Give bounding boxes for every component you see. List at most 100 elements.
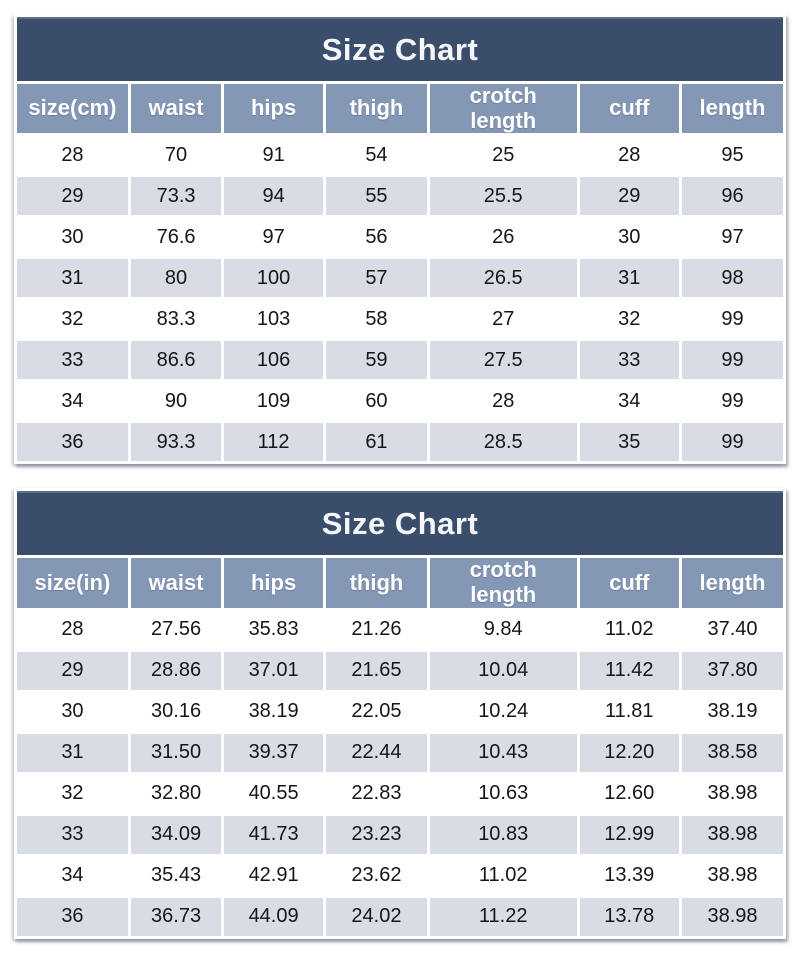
table-cell: 91 (224, 136, 323, 175)
table-cell: 38.19 (224, 692, 323, 731)
table-cell: 11.22 (429, 897, 577, 936)
table-cell: 31.50 (130, 733, 222, 772)
table-cell: 99 (681, 300, 783, 339)
table-cell: 10.24 (429, 692, 577, 731)
table-title: Size Chart (17, 491, 783, 556)
table-cell: 59 (325, 341, 427, 380)
table-cell: 97 (681, 218, 783, 257)
size-chart-table-cm: Size Chart size(cm) waist hips thigh crotch l… (14, 14, 786, 465)
column-header-length: length (681, 84, 783, 134)
table-cell: 38.98 (681, 815, 783, 854)
table-cell: 21.65 (325, 651, 427, 690)
row-size-value: 30 (17, 692, 128, 731)
table-cell: 28 (429, 382, 577, 421)
table-cell: 40.55 (224, 774, 323, 813)
row-size-value: 30 (17, 218, 128, 257)
table-cell: 23.23 (325, 815, 427, 854)
table-cell: 99 (681, 382, 783, 421)
table-cell: 12.20 (579, 733, 679, 772)
table-cell: 56 (325, 218, 427, 257)
table-cell: 32 (579, 300, 679, 339)
row-size-value: 36 (17, 897, 128, 936)
table-cell: 23.62 (325, 856, 427, 895)
table-cell: 109 (224, 382, 323, 421)
column-header-crotch-length: crotch length (429, 557, 577, 608)
size-table: Size Chart size(cm) waist hips thigh crotch l… (14, 14, 786, 465)
size-chart-table-in: Size Chart size(in) waist hips thigh crotch l… (14, 488, 786, 939)
table-title: Size Chart (17, 17, 783, 81)
table-cell: 10.83 (429, 815, 577, 854)
table-cell: 98 (681, 259, 783, 298)
table-cell: 9.84 (429, 610, 577, 649)
table-cell: 38.19 (681, 692, 783, 731)
table-cell: 35.43 (130, 856, 222, 895)
table-cell: 41.73 (224, 815, 323, 854)
table-cell: 86.6 (130, 341, 222, 380)
table-row: 31 31.50 39.37 22.44 10.43 12.20 38.58 (17, 733, 783, 772)
table-cell: 94 (224, 177, 323, 216)
table-cell: 22.83 (325, 774, 427, 813)
column-header-thigh: thigh (325, 558, 427, 608)
table-cell: 27.5 (429, 341, 577, 380)
table-cell: 38.98 (681, 774, 783, 813)
table-row: 32 83.3 103 58 27 32 99 (17, 300, 783, 339)
table-cell: 57 (325, 259, 427, 298)
table-cell: 13.39 (579, 856, 679, 895)
table-cell: 106 (224, 341, 323, 380)
table-cell: 112 (224, 423, 323, 462)
table-cell: 25 (429, 136, 577, 175)
table-cell: 80 (130, 259, 222, 298)
row-size-value: 32 (17, 300, 128, 339)
row-size-value: 31 (17, 733, 128, 772)
table-cell: 76.6 (130, 218, 222, 257)
table-cell: 38.58 (681, 733, 783, 772)
column-header-cuff: cuff (579, 558, 679, 608)
row-size-value: 34 (17, 856, 128, 895)
row-size-value: 34 (17, 382, 128, 421)
table-cell: 58 (325, 300, 427, 339)
table-cell: 32.80 (130, 774, 222, 813)
table-cell: 28 (579, 136, 679, 175)
table-cell: 36.73 (130, 897, 222, 936)
table-cell: 37.01 (224, 651, 323, 690)
table-cell: 95 (681, 136, 783, 175)
table-row: 29 73.3 94 55 25.5 29 96 (17, 177, 783, 216)
table-cell: 35.83 (224, 610, 323, 649)
table-cell: 37.40 (681, 610, 783, 649)
table-cell: 11.02 (579, 610, 679, 649)
column-header-hips: hips (224, 84, 323, 134)
row-size-value: 31 (17, 259, 128, 298)
table-cell: 42.91 (224, 856, 323, 895)
table-row: 28 70 91 54 25 28 95 (17, 136, 783, 175)
column-header-row: size(cm) waist hips thigh crotch length cuff l… (17, 83, 783, 134)
row-size-value: 33 (17, 815, 128, 854)
table-cell: 29 (579, 177, 679, 216)
table-row: 29 28.86 37.01 21.65 10.04 11.42 37.80 (17, 651, 783, 690)
table-row: 33 86.6 106 59 27.5 33 99 (17, 341, 783, 380)
column-header-size-in-: size(in) (17, 558, 128, 608)
table-cell: 33 (579, 341, 679, 380)
table-cell: 13.78 (579, 897, 679, 936)
table-cell: 27.56 (130, 610, 222, 649)
table-cell: 28.86 (130, 651, 222, 690)
table-cell: 70 (130, 136, 222, 175)
row-size-value: 32 (17, 774, 128, 813)
column-header-length: length (681, 558, 783, 608)
table-cell: 24.02 (325, 897, 427, 936)
size-table: Size Chart size(in) waist hips thigh crotch l… (14, 488, 786, 939)
table-cell: 26.5 (429, 259, 577, 298)
table-row: 32 32.80 40.55 22.83 10.63 12.60 38.98 (17, 774, 783, 813)
table-title-row: Size Chart (17, 491, 783, 556)
row-size-value: 28 (17, 610, 128, 649)
column-header-cuff: cuff (579, 84, 679, 134)
table-cell: 10.63 (429, 774, 577, 813)
table-title-row: Size Chart (17, 17, 783, 81)
table-cell: 38.98 (681, 856, 783, 895)
table-row: 34 35.43 42.91 23.62 11.02 13.39 38.98 (17, 856, 783, 895)
column-header-thigh: thigh (325, 84, 427, 134)
table-row: 33 34.09 41.73 23.23 10.83 12.99 38.98 (17, 815, 783, 854)
row-size-value: 36 (17, 423, 128, 462)
row-size-value: 28 (17, 136, 128, 175)
row-size-value: 33 (17, 341, 128, 380)
